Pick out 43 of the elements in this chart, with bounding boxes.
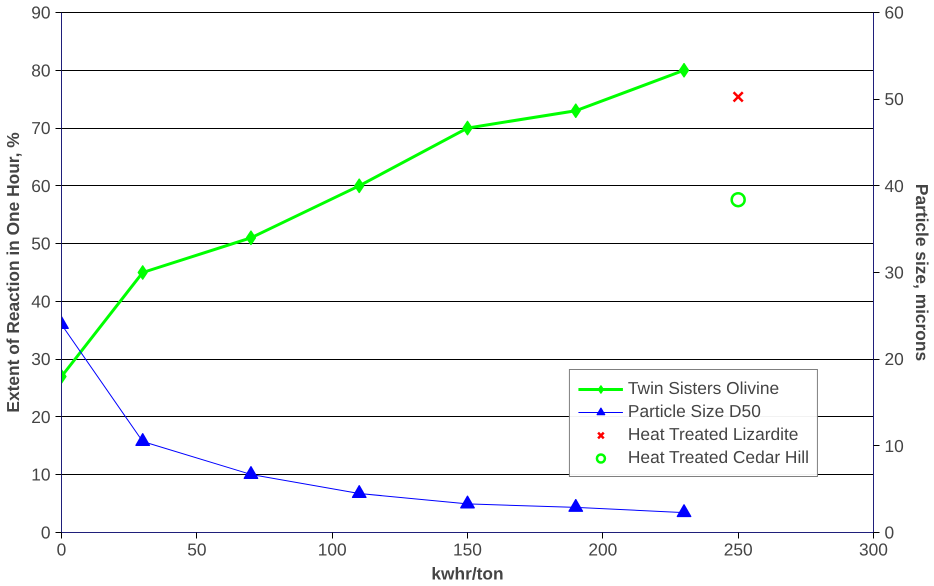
y2-tick-label: 60 bbox=[884, 2, 904, 22]
y2-tick-label: 50 bbox=[884, 89, 904, 110]
y-tick-label: 40 bbox=[31, 291, 51, 312]
legend-label: Particle Size D50 bbox=[628, 401, 761, 422]
y-tick-label: 50 bbox=[31, 234, 51, 254]
point bbox=[462, 120, 473, 136]
y2-tick-label: 0 bbox=[884, 522, 894, 542]
x-tick-label: 50 bbox=[187, 540, 206, 560]
legend-label: Heat Treated Lizardite bbox=[628, 424, 798, 445]
point bbox=[135, 432, 150, 446]
legend-label: Twin Sisters Olivine bbox=[628, 378, 780, 399]
point bbox=[460, 495, 475, 508]
point bbox=[730, 192, 746, 208]
legend-label: Heat Treated Cedar Hill bbox=[628, 447, 809, 468]
x-tick-label: 200 bbox=[588, 540, 618, 560]
y-tick-label: 80 bbox=[31, 60, 51, 80]
point bbox=[243, 466, 258, 479]
point bbox=[678, 62, 690, 78]
point bbox=[138, 265, 148, 280]
y2-axis-title: Particle size, microns bbox=[912, 184, 932, 362]
y2-tick-label: 40 bbox=[884, 176, 904, 196]
x-tick-label: 250 bbox=[724, 540, 753, 560]
point bbox=[732, 91, 744, 103]
y-tick-label: 10 bbox=[31, 464, 51, 485]
point bbox=[352, 484, 367, 498]
y-tick-label: 30 bbox=[31, 349, 51, 370]
y-tick-label: 60 bbox=[31, 176, 51, 196]
y-tick-label: 0 bbox=[40, 522, 51, 542]
y-tick-label: 20 bbox=[31, 406, 51, 427]
x-axis-title: kwhr/ton bbox=[431, 564, 504, 584]
y2-tick-label: 30 bbox=[884, 262, 904, 282]
x-tick-label: 300 bbox=[859, 540, 888, 560]
y-tick-label: 70 bbox=[31, 118, 51, 138]
x-tick-label: 100 bbox=[318, 540, 347, 560]
point bbox=[568, 498, 584, 512]
y-tick-label: 90 bbox=[31, 2, 51, 22]
y2-tick-label: 20 bbox=[884, 349, 904, 370]
x-tick-label: 0 bbox=[56, 540, 66, 560]
point bbox=[676, 504, 692, 518]
y-axis-title: Extent of Reaction in One Hour, % bbox=[3, 132, 24, 413]
point bbox=[246, 230, 256, 246]
x-tick-label: 150 bbox=[453, 540, 482, 560]
y2-tick-label: 10 bbox=[884, 436, 904, 456]
